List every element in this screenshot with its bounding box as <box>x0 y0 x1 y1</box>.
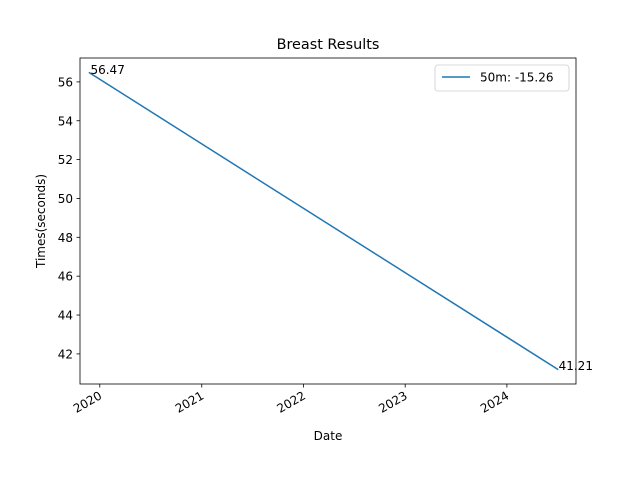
chart-title: Breast Results <box>277 37 380 53</box>
x-axis-label: Date <box>314 429 343 443</box>
data-label: 56.47 <box>90 63 124 77</box>
y-tick-label: 42 <box>58 347 73 361</box>
legend-label: 50m: -15.26 <box>480 71 554 85</box>
y-tick-label: 56 <box>58 75 73 89</box>
y-tick-label: 44 <box>58 309 73 323</box>
series-line <box>88 71 559 371</box>
axes-frame <box>79 57 577 385</box>
y-tick-label: 46 <box>58 270 73 284</box>
y-tick-label: 52 <box>58 153 73 167</box>
y-tick-label: 50 <box>58 192 73 206</box>
y-axis-label: Times(seconds) <box>34 174 48 269</box>
legend: 50m: -15.26 <box>434 64 570 92</box>
legend-box <box>434 64 570 92</box>
y-tick-label: 54 <box>58 114 73 128</box>
y-tick-label: 48 <box>58 231 73 245</box>
